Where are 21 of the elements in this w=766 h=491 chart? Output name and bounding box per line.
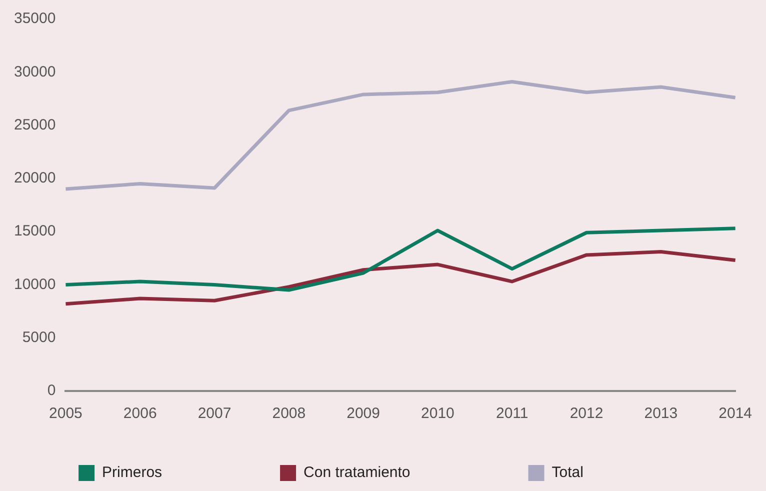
x-tick-label: 2007 [198,405,232,422]
legend-label: Total [552,464,674,482]
y-tick-label: 35000 [14,10,56,28]
x-tick-label: 2013 [644,405,678,422]
x-tick-label: 2006 [123,405,157,422]
x-tick-label: 2012 [570,405,604,422]
y-tick-label: 30000 [14,63,56,80]
y-tick-label: 20000 [14,170,56,187]
x-tick-label: 2014 [718,405,752,422]
y-tick-label: 10000 [14,276,56,293]
y-tick-label: 25000 [14,116,56,134]
x-tick-label: 2008 [272,405,306,422]
x-tick-label: 2010 [421,405,454,422]
y-tick-label: 5000 [22,329,56,346]
legend-label: Con tratamiento [304,464,500,482]
x-tick-label: 2011 [496,405,528,422]
y-tick-label: 15000 [14,222,56,240]
y-tick-label: 0 [47,382,56,400]
x-tick-label: 2009 [346,405,380,422]
legend-label: Primeros [102,464,252,482]
x-tick-label: 2005 [49,405,82,422]
